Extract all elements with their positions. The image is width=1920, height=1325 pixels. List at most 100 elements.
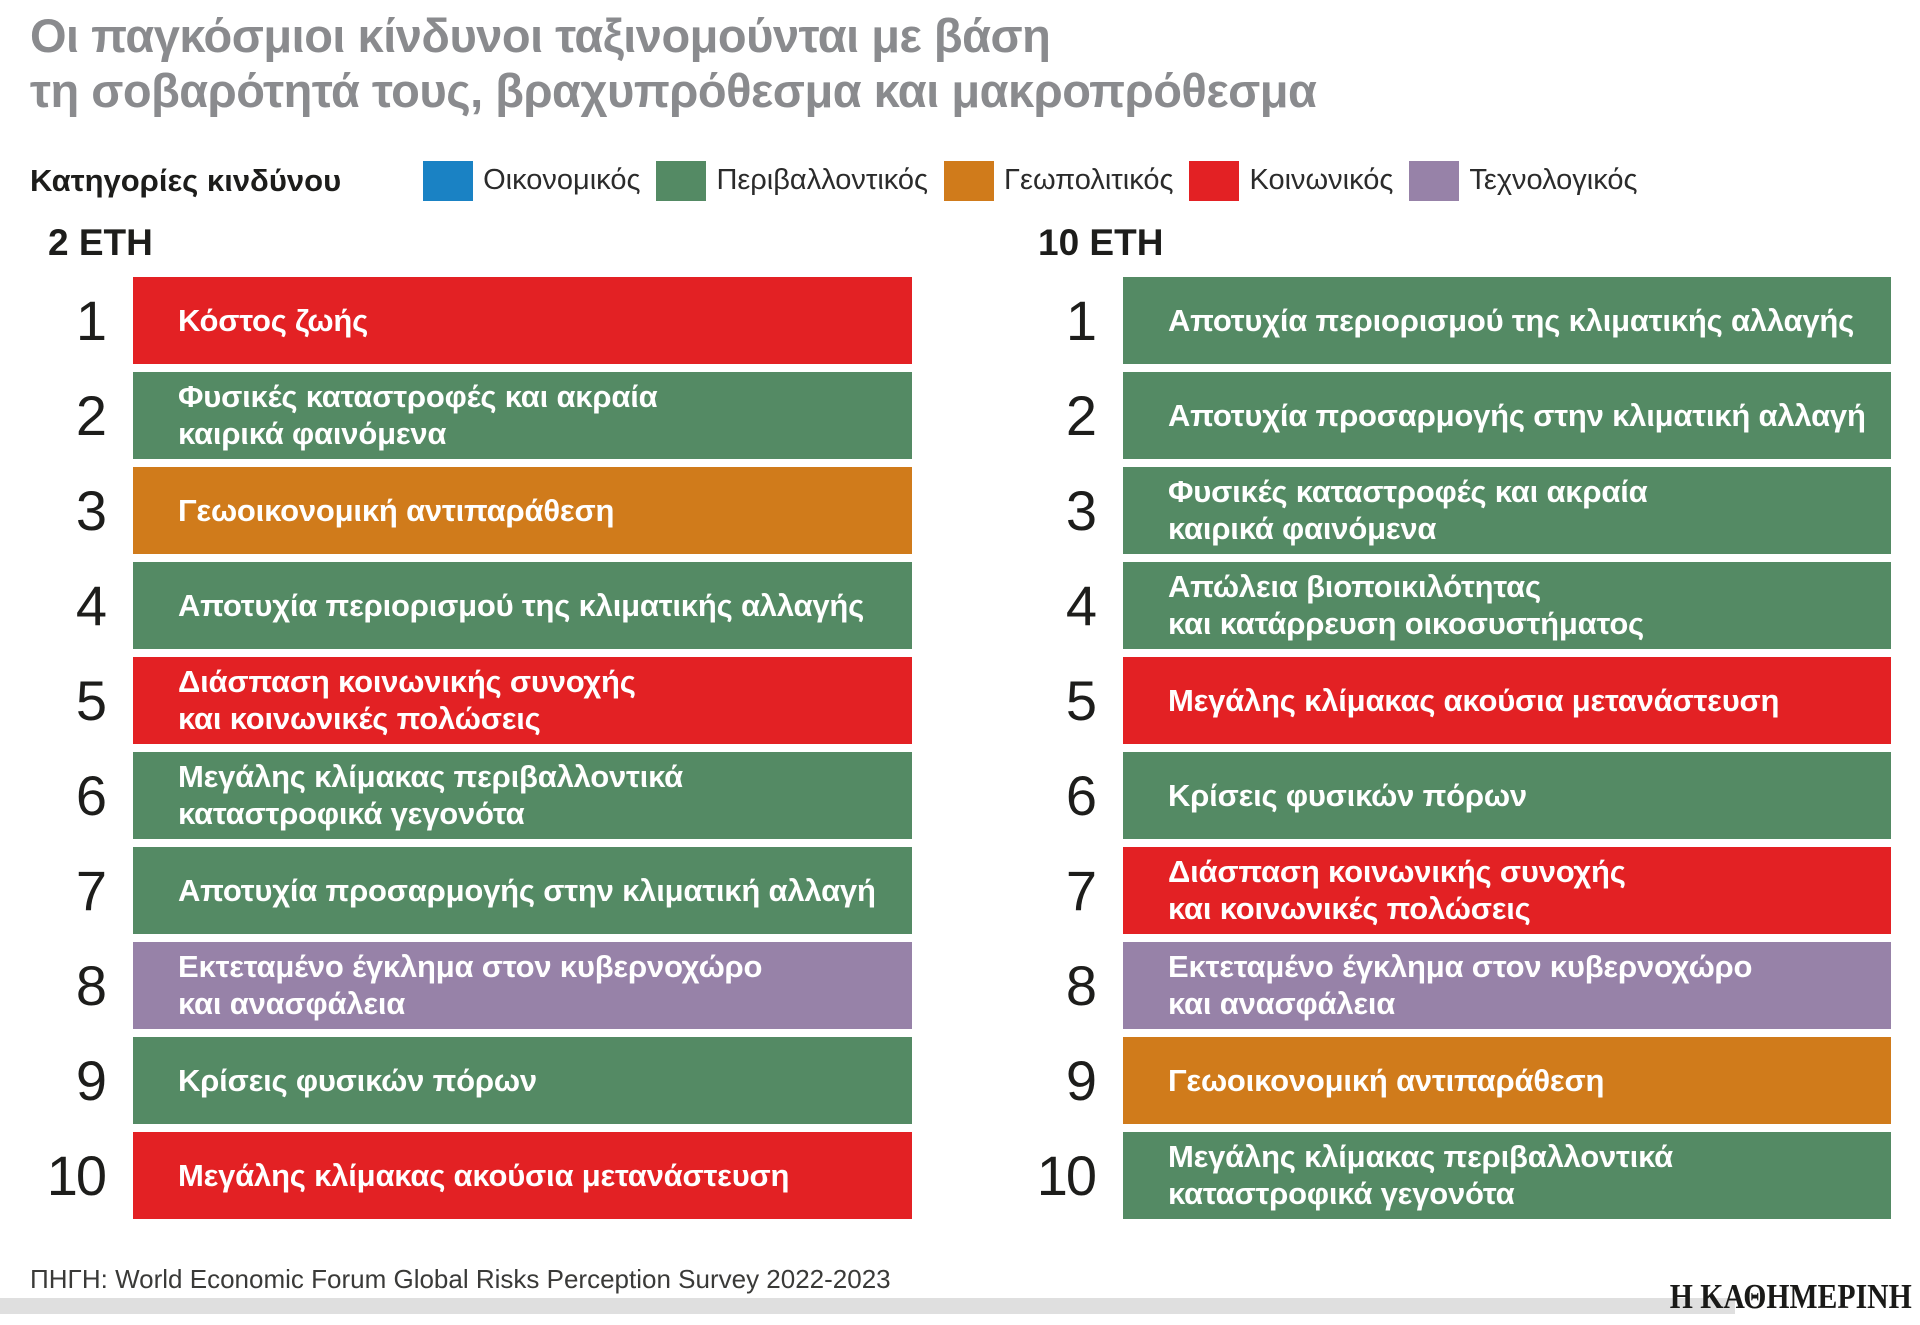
risk-bar: Απώλεια βιοποικιλότητας και κατάρρευση ο… (1123, 561, 1891, 649)
legend-item-label: Γεωπολιτικός (1004, 164, 1174, 197)
rows-10-years: 1 Αποτυχία περιορισμού της κλιματικής αλλ… (1020, 276, 1891, 1219)
table-row: 9 Κρίσεις φυσικών πόρων (30, 1036, 912, 1124)
rank-number: 1 (1065, 288, 1097, 352)
column-10-years: 10 ΕΤΗ 1 Αποτυχία περιορισμού της κλιματι… (1020, 221, 1891, 1227)
rank-number: 6 (75, 763, 107, 827)
table-row: 3 Φυσικές καταστροφές και ακραία καιρικά … (1020, 466, 1891, 554)
rank-number: 4 (1065, 573, 1097, 637)
table-row: 1 Κόστος ζωής (30, 276, 912, 364)
risk-bar: Γεωοικονομική αντιπαράθεση (1123, 1036, 1891, 1124)
table-row: 6 Μεγάλης κλίμακας περιβαλλοντικά καταστρ… (30, 751, 912, 839)
rank-number: 2 (1065, 383, 1097, 447)
legend-swatch-icon (1189, 160, 1240, 201)
brand-logo: Η ΚΑΘΗΜΕΡΙΝΗ (1669, 1277, 1912, 1316)
legend-item-label: Περιβαλλοντικός (716, 164, 929, 197)
risk-bar: Μεγάλης κλίμακας περιβαλλοντικά καταστρο… (133, 751, 912, 839)
risk-bar: Διάσπαση κοινωνικής συνοχής και κοινωνικ… (133, 656, 912, 744)
risk-bar: Φυσικές καταστροφές και ακραία καιρικά φ… (1123, 466, 1891, 554)
legend-swatch-icon (656, 160, 707, 201)
table-row: 8 Εκτεταμένο έγκλημα στον κυβερνοχώρο και… (30, 941, 912, 1029)
table-row: 4 Αποτυχία περιορισμού της κλιματικής αλλ… (30, 561, 912, 649)
risk-bar-label: Μεγάλης κλίμακας ακούσια μετανάστευση (1168, 682, 1780, 718)
column-2-years: 2 ΕΤΗ 1 Κόστος ζωής 2 Φυσικές καταστροφές κ… (30, 221, 912, 1227)
risk-bar-label: Φυσικές καταστροφές και ακραία καιρικά φ… (178, 379, 658, 452)
risk-bar-label: Εκτεταμένο έγκλημα στον κυβερνοχώρο και … (178, 949, 763, 1022)
table-row: 5 Μεγάλης κλίμακας ακούσια μετανάστευση (1020, 656, 1891, 744)
risk-bar: Διάσπαση κοινωνικής συνοχής και κοινωνικ… (1123, 846, 1891, 934)
risk-bar-label: Εκτεταμένο έγκλημα στον κυβερνοχώρο και … (1168, 949, 1753, 1022)
legend-swatch-icon (944, 160, 995, 201)
table-row: 9 Γεωοικονομική αντιπαράθεση (1020, 1036, 1891, 1124)
risk-bar-label: Γεωοικονομική αντιπαράθεση (178, 492, 615, 528)
legend-item-2: Γεωπολιτικός (944, 160, 1174, 201)
risk-bar-label: Φυσικές καταστροφές και ακραία καιρικά φ… (1168, 474, 1648, 547)
risk-bar: Γεωοικονομική αντιπαράθεση (133, 466, 912, 554)
legend-title: Κατηγορίες κινδύνου (30, 162, 342, 198)
risk-bar-label: Μεγάλης κλίμακας ακούσια μετανάστευση (178, 1157, 790, 1193)
rank-number: 9 (75, 1048, 107, 1112)
risk-bar: Αποτυχία περιορισμού της κλιματικής αλλα… (133, 561, 912, 649)
risk-bar: Φυσικές καταστροφές και ακραία καιρικά φ… (133, 371, 912, 459)
rank-number: 10 (46, 1143, 107, 1207)
rank-number: 1 (75, 288, 107, 352)
table-row: 4 Απώλεια βιοποικιλότητας και κατάρρευση … (1020, 561, 1891, 649)
legend-item-4: Τεχνολογικός (1409, 160, 1638, 201)
column-header-10-years: 10 ΕΤΗ (1038, 221, 1164, 263)
risk-bar-label: Κρίσεις φυσικών πόρων (178, 1062, 537, 1098)
rank-number: 3 (1065, 478, 1097, 542)
legend-swatch-icon (1409, 160, 1460, 201)
legend-item-label: Τεχνολογικός (1469, 164, 1638, 197)
risk-bar: Μεγάλης κλίμακας ακούσια μετανάστευση (1123, 656, 1891, 744)
risk-bar: Κρίσεις φυσικών πόρων (1123, 751, 1891, 839)
rank-number: 10 (1036, 1143, 1097, 1207)
risk-bar: Αποτυχία προσαρμογής στην κλιματική αλλα… (133, 846, 912, 934)
rank-number: 7 (1065, 858, 1097, 922)
source-text: ΠΗΓΗ: World Economic Forum Global Risks … (30, 1264, 891, 1294)
legend-swatch-icon (423, 160, 474, 201)
risk-bar: Μεγάλης κλίμακας ακούσια μετανάστευση (133, 1131, 912, 1219)
rank-number: 7 (75, 858, 107, 922)
rank-number: 4 (75, 573, 107, 637)
rank-number: 3 (75, 478, 107, 542)
rank-number: 6 (1065, 763, 1097, 827)
risk-bar-label: Κόστος ζωής (178, 302, 369, 338)
footer-divider (0, 1298, 1735, 1314)
legend-item-3: Κοινωνικός (1189, 160, 1394, 201)
legend-item-label: Οικονομικός (483, 164, 641, 197)
risk-bar: Κόστος ζωής (133, 276, 912, 364)
column-header-2-years: 2 ΕΤΗ (48, 221, 153, 263)
risk-bar-label: Διάσπαση κοινωνικής συνοχής και κοινωνικ… (1168, 854, 1626, 927)
table-row: 2 Φυσικές καταστροφές και ακραία καιρικά … (30, 371, 912, 459)
rank-number: 5 (75, 668, 107, 732)
rows-2-years: 1 Κόστος ζωής 2 Φυσικές καταστροφές και ακρ… (30, 276, 912, 1219)
legend: Κατηγορίες κινδύνου Οικονομικός Περιβαλλο… (30, 160, 1920, 201)
risk-bar-label: Αποτυχία προσαρμογής στην κλιματική αλλα… (1168, 397, 1866, 433)
table-row: 3 Γεωοικονομική αντιπαράθεση (30, 466, 912, 554)
risk-bar-label: Αποτυχία προσαρμογής στην κλιματική αλλα… (178, 872, 876, 908)
legend-item-0: Οικονομικός (423, 160, 641, 201)
table-row: 1 Αποτυχία περιορισμού της κλιματικής αλλ… (1020, 276, 1891, 364)
risk-bar-label: Μεγάλης κλίμακας περιβαλλοντικά καταστρο… (178, 759, 684, 832)
table-row: 10 Μεγάλης κλίμακας ακούσια μετανάστευση (30, 1131, 912, 1219)
risk-bar: Αποτυχία περιορισμού της κλιματικής αλλα… (1123, 276, 1891, 364)
table-row: 10 Μεγάλης κλίμακας περιβαλλοντικά καταστ… (1020, 1131, 1891, 1219)
rank-number: 2 (75, 383, 107, 447)
risk-bar: Κρίσεις φυσικών πόρων (133, 1036, 912, 1124)
risk-bar-label: Γεωοικονομική αντιπαράθεση (1168, 1062, 1605, 1098)
risk-bar-label: Κρίσεις φυσικών πόρων (1168, 777, 1527, 813)
risk-bar: Εκτεταμένο έγκλημα στον κυβερνοχώρο και … (133, 941, 912, 1029)
rank-number: 9 (1065, 1048, 1097, 1112)
table-row: 6 Κρίσεις φυσικών πόρων (1020, 751, 1891, 839)
rank-number: 8 (1065, 953, 1097, 1017)
table-row: 7 Διάσπαση κοινωνικής συνοχής και κοινωνι… (1020, 846, 1891, 934)
risk-bar-label: Αποτυχία περιορισμού της κλιματικής αλλα… (178, 587, 865, 623)
risk-bar: Εκτεταμένο έγκλημα στον κυβερνοχώρο και … (1123, 941, 1891, 1029)
rank-number: 8 (75, 953, 107, 1017)
table-row: 5 Διάσπαση κοινωνικής συνοχής και κοινωνι… (30, 656, 912, 744)
risk-bar: Μεγάλης κλίμακας περιβαλλοντικά καταστρο… (1123, 1131, 1891, 1219)
table-row: 8 Εκτεταμένο έγκλημα στον κυβερνοχώρο και… (1020, 941, 1891, 1029)
risk-bar-label: Μεγάλης κλίμακας περιβαλλοντικά καταστρο… (1168, 1139, 1674, 1212)
rank-number: 5 (1065, 668, 1097, 732)
legend-item-1: Περιβαλλοντικός (656, 160, 929, 201)
legend-item-label: Κοινωνικός (1249, 164, 1394, 197)
